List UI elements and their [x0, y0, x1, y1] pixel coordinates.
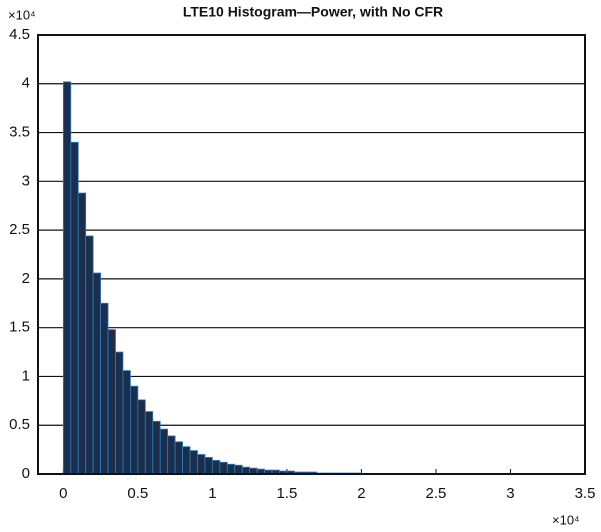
bar [100, 302, 109, 475]
bar [197, 454, 206, 475]
y-tick-label: 2 [22, 270, 30, 287]
y-tick-label: 4 [22, 75, 30, 92]
bar [130, 385, 139, 475]
x-tick-label: 1 [208, 485, 216, 502]
bar [137, 399, 146, 475]
y-tick-label: 1 [22, 367, 30, 384]
bar [62, 81, 72, 475]
x-tick-label: 2 [357, 485, 365, 502]
y-tick-label: 3.5 [9, 124, 30, 141]
bar [92, 272, 101, 475]
y-tick-label: 1.5 [9, 319, 30, 336]
x-tick-label: 2.5 [426, 485, 447, 502]
bar [159, 428, 169, 475]
bar [167, 435, 176, 475]
chart-title: LTE10 Histogram—Power, with No CFR [183, 4, 443, 20]
bar [152, 420, 161, 475]
x-tick-label: 0.5 [127, 485, 148, 502]
bar [122, 370, 131, 475]
bar [234, 464, 243, 475]
y-tick-label: 2.5 [9, 221, 30, 238]
bar [107, 329, 116, 475]
bar [174, 441, 183, 475]
bar [115, 351, 124, 475]
plot-frame [37, 34, 586, 475]
bar [226, 463, 236, 475]
bar [241, 466, 251, 475]
bar [70, 141, 79, 475]
x-tick-label: 3 [506, 485, 514, 502]
x-tick-label: 1.5 [276, 485, 297, 502]
x-tick-label: 0 [59, 485, 67, 502]
x-multiplier: ×10⁴ [552, 512, 580, 527]
bar [211, 459, 221, 475]
x-tick-label: 3.5 [575, 485, 596, 502]
y-tick-label: 0.5 [9, 416, 30, 433]
bar [77, 192, 87, 475]
bar [219, 461, 228, 475]
y-tick-label: 4.5 [9, 26, 30, 43]
bar [189, 450, 198, 475]
bar [182, 446, 191, 475]
bar [85, 235, 94, 475]
y-multiplier: ×10⁴ [8, 7, 36, 22]
bar [144, 411, 154, 475]
bar [204, 457, 213, 475]
y-tick-label: 3 [22, 172, 30, 189]
y-tick-label: 0 [22, 465, 30, 482]
